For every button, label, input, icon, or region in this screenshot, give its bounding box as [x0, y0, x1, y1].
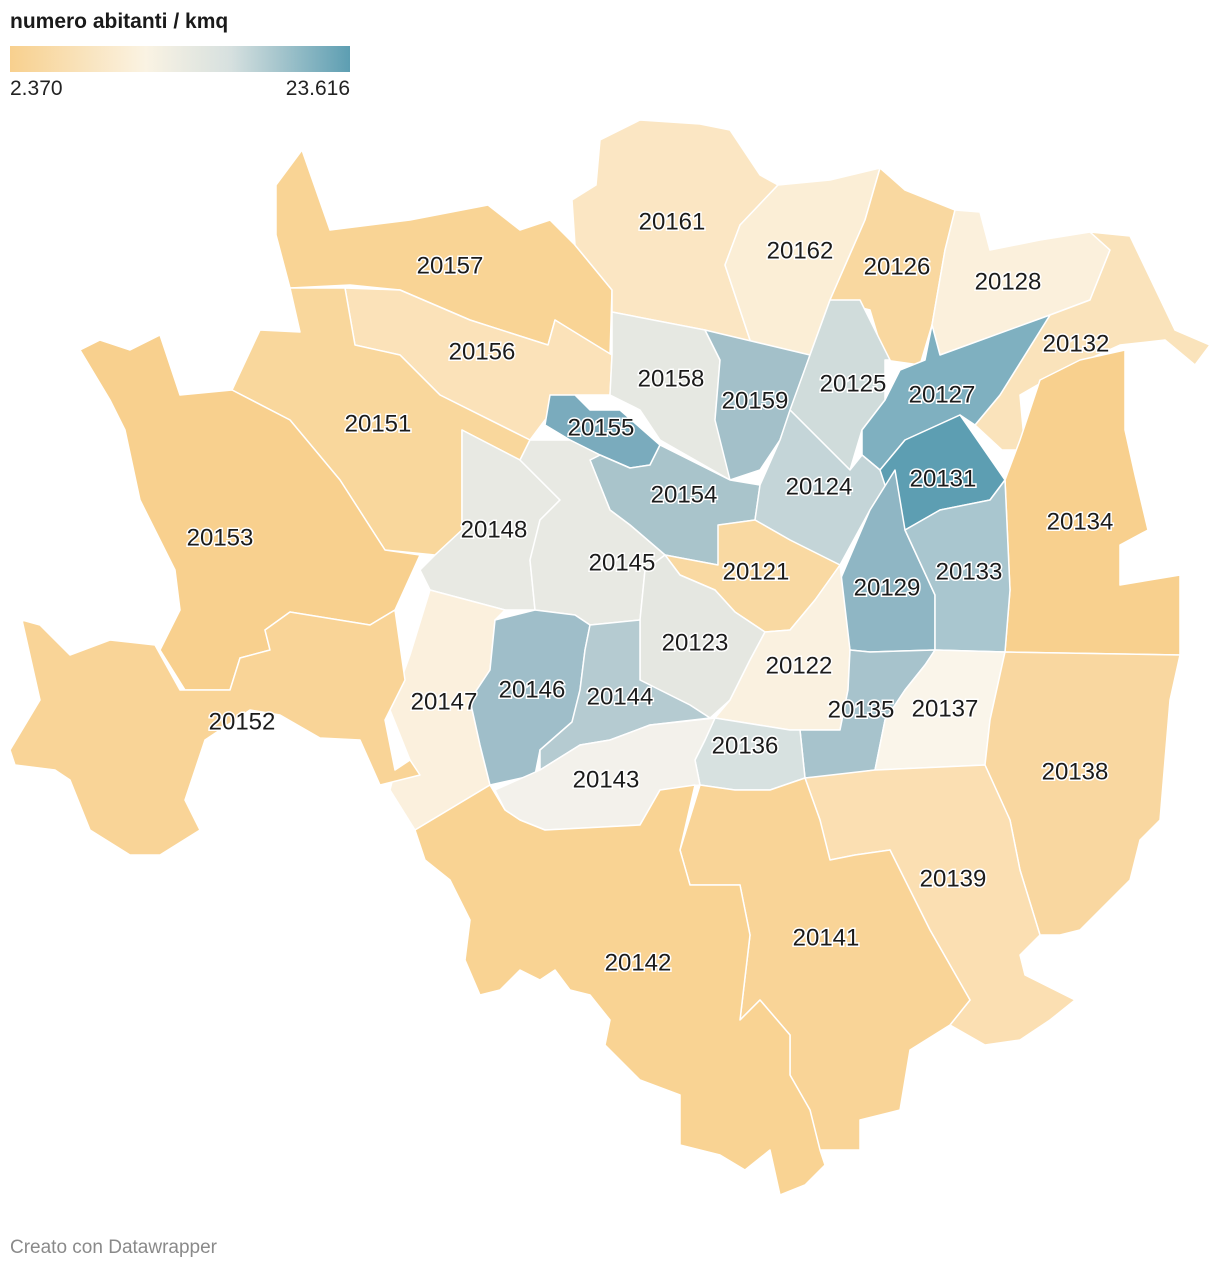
zone-label-20124: 20124: [786, 473, 853, 500]
zone-label-20146: 20146: [499, 676, 566, 703]
zone-label-20127: 20127: [909, 381, 976, 408]
zone-label-20144: 20144: [587, 683, 654, 710]
zone-label-20125: 20125: [820, 370, 887, 397]
zone-label-20147: 20147: [411, 688, 478, 715]
legend-title: numero abitanti / kmq: [10, 10, 229, 33]
zone-label-20154: 20154: [651, 481, 718, 508]
zone-label-20152: 20152: [209, 708, 276, 735]
zone-label-20148: 20148: [461, 516, 528, 543]
zone-label-20132: 20132: [1043, 330, 1110, 357]
legend-min-label: 2.370: [10, 77, 63, 100]
zone-label-20126: 20126: [864, 253, 931, 280]
zone-label-20143: 20143: [573, 766, 640, 793]
zone-20133: [904, 479, 1011, 653]
zone-label-20122: 20122: [766, 652, 833, 679]
zone-label-20161: 20161: [639, 208, 706, 235]
zone-label-20131: 20131: [910, 465, 977, 492]
zone-label-20151: 20151: [345, 410, 412, 437]
zone-label-20129: 20129: [854, 574, 921, 601]
zone-label-20162: 20162: [767, 237, 834, 264]
zone-label-20141: 20141: [793, 924, 860, 951]
zone-label-20137: 20137: [912, 695, 979, 722]
zone-label-20123: 20123: [662, 629, 729, 656]
zone-label-20128: 20128: [975, 268, 1042, 295]
zone-label-20159: 20159: [722, 387, 789, 414]
zone-label-20155: 20155: [568, 414, 635, 441]
zone-label-20134: 20134: [1047, 508, 1114, 535]
zone-label-20142: 20142: [605, 949, 672, 976]
zone-20132: [974, 231, 1211, 451]
zone-label-20138: 20138: [1042, 758, 1109, 785]
legend-max-label: 23.616: [285, 77, 350, 100]
zone-label-20145: 20145: [589, 549, 656, 576]
zone-label-20121: 20121: [723, 558, 790, 585]
footer-credit: Creato con Datawrapper: [10, 1237, 217, 1258]
legend-color-scale: [10, 46, 350, 72]
zone-20142: [414, 784, 826, 1196]
zone-label-20135: 20135: [828, 696, 895, 723]
zone-label-20133: 20133: [936, 558, 1003, 585]
zone-label-20136: 20136: [712, 732, 779, 759]
zone-label-20156: 20156: [449, 338, 516, 365]
zone-label-20153: 20153: [187, 524, 254, 551]
zone-label-20139: 20139: [920, 865, 987, 892]
zone-20152: [9, 609, 421, 856]
zone-20157: [275, 149, 613, 356]
zone-label-20158: 20158: [638, 365, 705, 392]
zone-label-20157: 20157: [417, 252, 484, 279]
zone-20134: [1004, 349, 1181, 656]
